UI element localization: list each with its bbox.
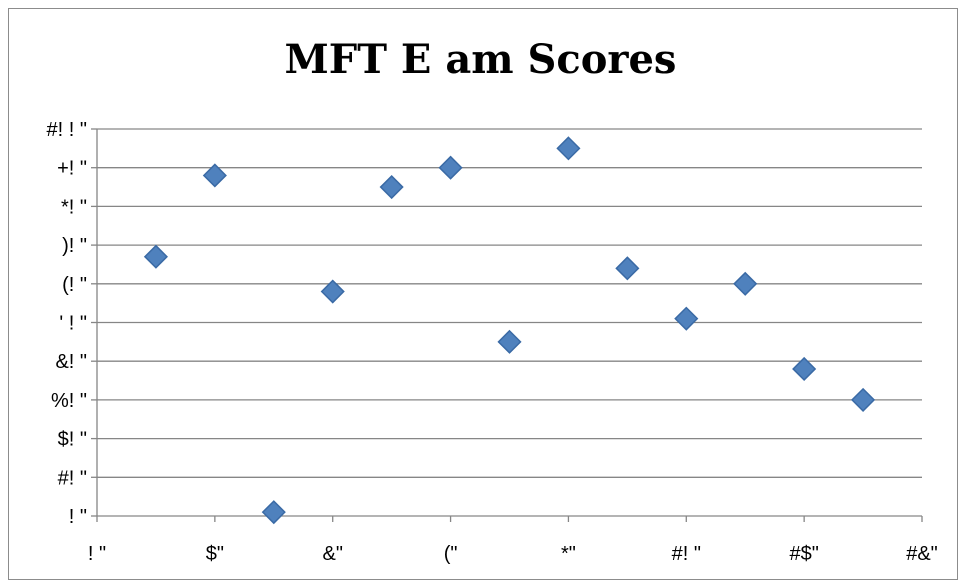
y-tick-label: &! " [55, 351, 87, 373]
y-tick-label: )! " [62, 235, 87, 257]
y-tick-label: #! ! " [47, 119, 87, 141]
y-tick-label: +! " [57, 158, 87, 180]
x-tick-label: (" [444, 543, 458, 565]
y-tick-label: ' ! " [59, 313, 87, 335]
x-tick-label: #&" [906, 543, 938, 565]
axes [91, 128, 923, 522]
data-point-1 [143, 244, 168, 269]
data-point-7 [497, 329, 522, 354]
x-tick-label: *" [561, 543, 576, 565]
x-tick-label: #$" [789, 543, 818, 565]
y-tick-label: %! " [51, 390, 87, 412]
data-point-2 [202, 163, 227, 188]
data-point-12 [792, 356, 817, 382]
x-tick-label: &" [322, 543, 342, 565]
y-tick-label: *! " [61, 196, 87, 218]
y-tick-label: $! " [58, 429, 87, 451]
x-tick-label: $" [206, 543, 224, 565]
y-tick-label: (! " [62, 274, 87, 296]
data-point-4 [320, 279, 345, 304]
data-point-3 [261, 500, 286, 525]
data-point-11 [733, 271, 758, 296]
x-tick-label: #! " [672, 543, 701, 565]
y-tick-label: #! " [58, 467, 87, 489]
data-point-6 [438, 155, 463, 180]
data-point-13 [851, 387, 876, 412]
chart-frame [8, 8, 958, 580]
grid-lines [97, 128, 922, 478]
x-tick-labels: ! " $" &" (" *" #! " #$" #&" [88, 543, 938, 565]
data-point-5 [379, 174, 404, 200]
y-tick-label: ! " [69, 506, 87, 528]
chart-title: MFT E am Scores [284, 36, 677, 83]
data-points [143, 136, 876, 525]
data-point-10 [674, 306, 699, 331]
data-point-9 [615, 256, 640, 281]
y-tick-labels: ! " #! " $! " %! " &! " ' ! " (! " )! " *! " +! "… [47, 119, 87, 528]
x-tick-label: ! " [88, 543, 106, 565]
data-point-8 [556, 136, 581, 161]
